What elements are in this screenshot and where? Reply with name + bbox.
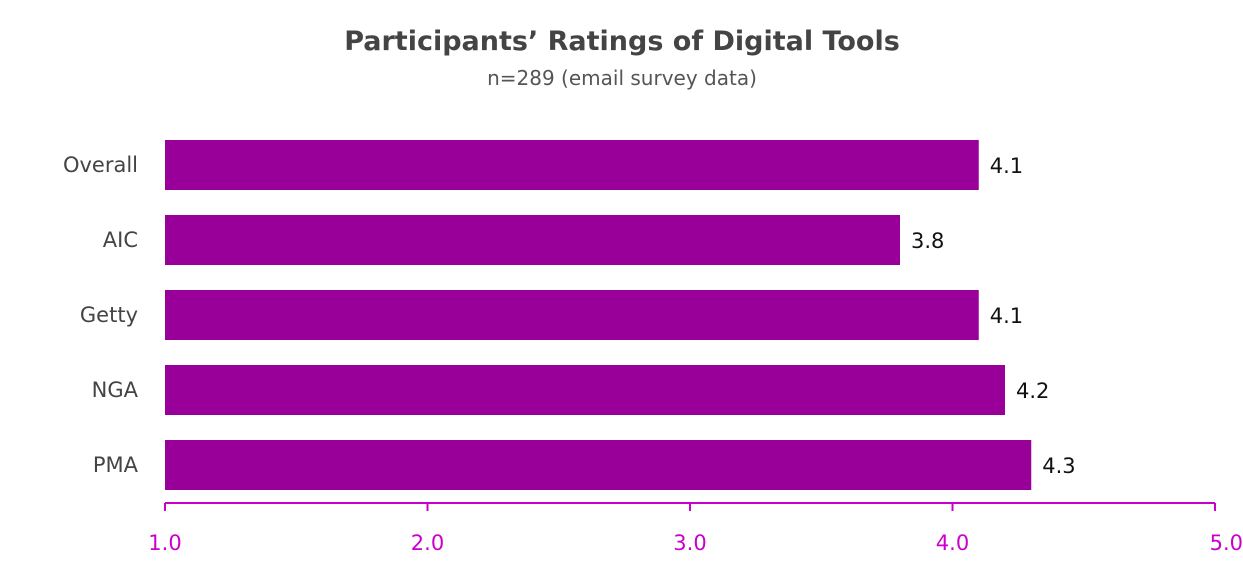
x-axis: 1.0 2.0 3.0 4.0 5.0 (148, 502, 1243, 555)
category-label-overall: Overall (63, 153, 138, 177)
value-label-overall: 4.1 (990, 154, 1023, 178)
category-label-pma: PMA (93, 453, 139, 477)
category-label-getty: Getty (80, 303, 138, 327)
x-tick-label-2: 3.0 (673, 531, 706, 555)
category-label-nga: NGA (92, 378, 139, 402)
bar-pma (165, 440, 1032, 490)
x-tick-label-0: 1.0 (148, 531, 181, 555)
bars-layer: Overall 4.1 AIC 3.8 Getty 4.1 NGA 4.2 PMA 4.3 (63, 140, 1076, 490)
bar-getty (165, 290, 979, 340)
bar-nga (165, 365, 1005, 415)
category-label-aic: AIC (103, 228, 138, 252)
bar-overall (165, 140, 979, 190)
chart-subtitle: n=289 (email survey data) (487, 66, 757, 90)
x-tick-label-4: 5.0 (1210, 531, 1243, 555)
x-tick-label-3: 4.0 (936, 531, 969, 555)
value-label-getty: 4.1 (990, 304, 1023, 328)
value-label-nga: 4.2 (1016, 379, 1049, 403)
value-label-aic: 3.8 (911, 229, 944, 253)
x-tick-label-1: 2.0 (411, 531, 444, 555)
bar-aic (165, 215, 900, 265)
chart-title: Participants’ Ratings of Digital Tools (344, 26, 900, 57)
value-label-pma: 4.3 (1042, 454, 1075, 478)
